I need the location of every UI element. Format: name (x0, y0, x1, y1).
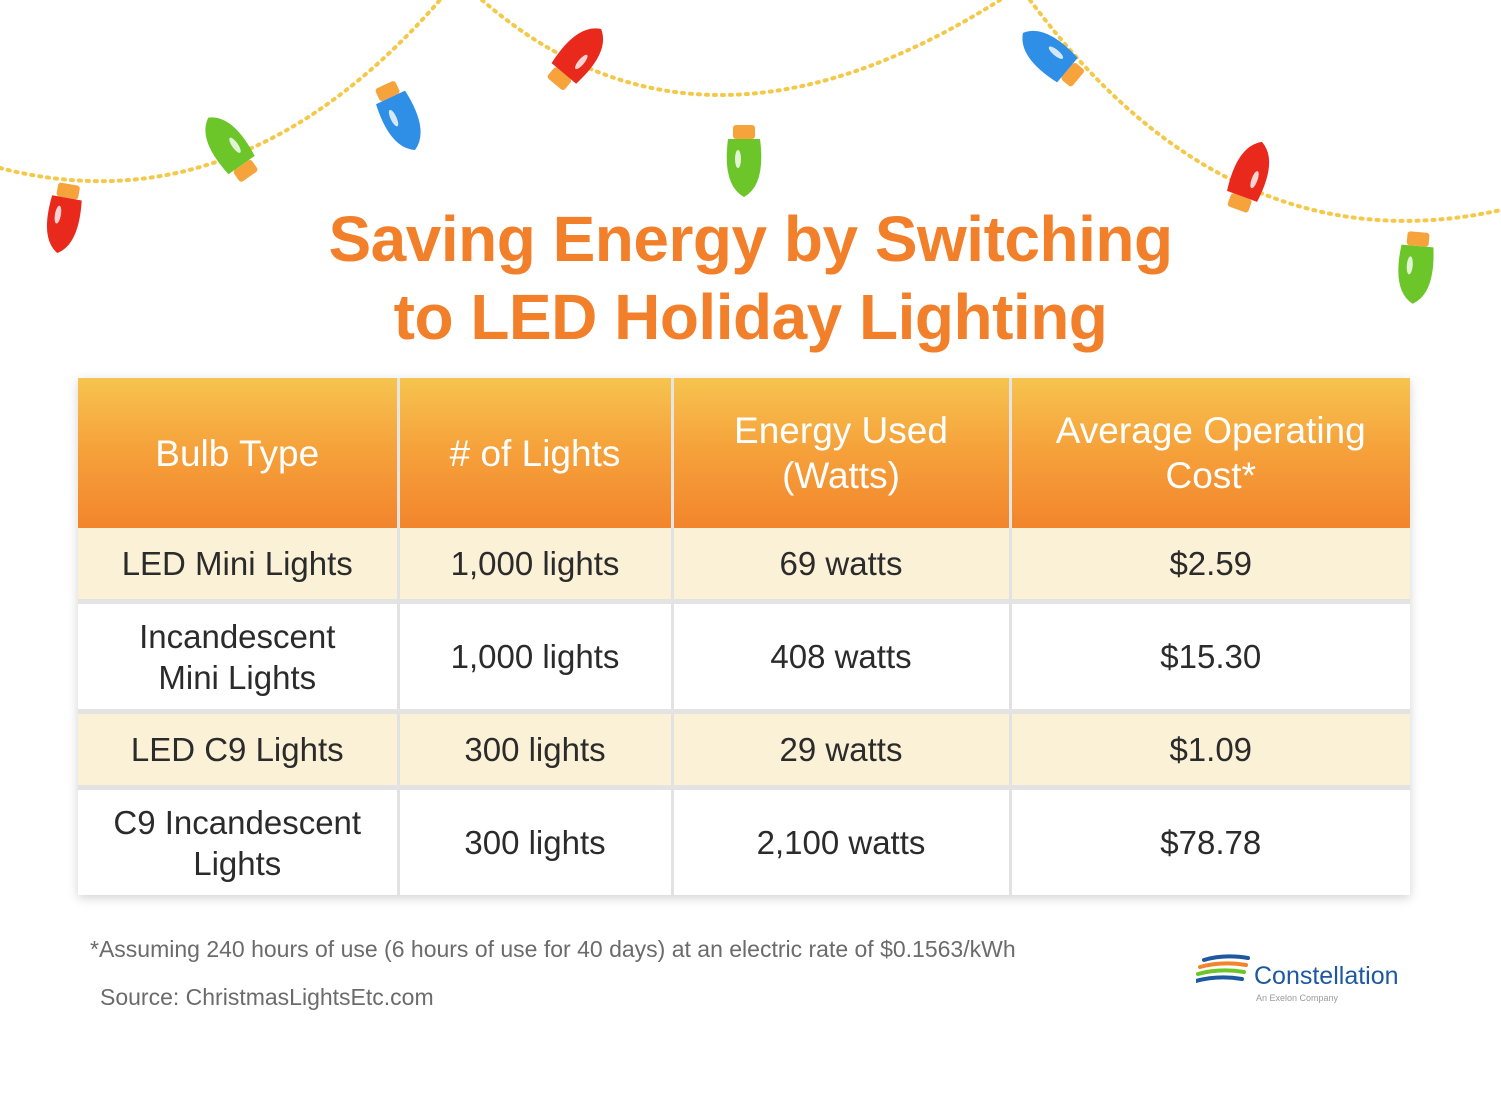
red-bulb-icon (46, 182, 82, 254)
cell-cost: $2.59 (1010, 528, 1410, 602)
cell-bulb-type-text: C9 Incandescent Lights (113, 803, 362, 882)
cell-lights: 300 lights (398, 785, 674, 895)
cell-energy: 29 watts (672, 709, 1012, 788)
cell-bulb-type-text: Incandescent Mini Lights (139, 617, 336, 696)
green-bulb-icon (726, 125, 762, 197)
blue-bulb-icon (1022, 30, 1084, 87)
green-bulb-icon (205, 117, 258, 182)
christmas-light-string-icon (0, 0, 1501, 304)
table-row: LED Mini Lights 1,000 lights 69 watts $2… (78, 528, 1410, 602)
header-bulb-type: Bulb Type (78, 378, 400, 528)
logo-name: Constellation (1254, 962, 1399, 990)
header-number-of-lights: # of Lights (398, 378, 674, 528)
table-header-row: Bulb Type # of Lights Energy Used (Watts… (78, 378, 1410, 528)
cell-bulb-type: Incandescent Mini Lights (78, 599, 400, 712)
cell-bulb-type: C9 Incandescent Lights (78, 785, 400, 895)
footnote: *Assuming 240 hours of use (6 hours of u… (90, 936, 1016, 962)
table-row: LED C9 Lights 300 lights 29 watts $1.09 (78, 709, 1410, 788)
page-title: Saving Energy by Switching to LED Holida… (0, 200, 1501, 356)
title-line-1: Saving Energy by Switching (328, 203, 1173, 275)
header-average-cost: Average Operating Cost* (1010, 378, 1410, 528)
cell-lights: 300 lights (398, 709, 674, 788)
table-row: C9 Incandescent Lights 300 lights 2,100 … (78, 785, 1410, 895)
comparison-table: Bulb Type # of Lights Energy Used (Watts… (78, 378, 1410, 895)
cell-cost: $1.09 (1010, 709, 1410, 788)
cell-cost: $15.30 (1010, 599, 1410, 712)
cell-bulb-type: LED C9 Lights (78, 709, 400, 788)
title-line-2: to LED Holiday Lighting (393, 281, 1108, 353)
table-row: Incandescent Mini Lights 1,000 lights 40… (78, 599, 1410, 712)
cell-energy: 69 watts (672, 528, 1012, 602)
source-credit: Source: ChristmasLightsEtc.com (100, 984, 434, 1010)
red-bulb-icon (547, 28, 604, 90)
cell-lights: 1,000 lights (398, 528, 674, 602)
header-energy-used: Energy Used (Watts) (672, 378, 1012, 528)
cell-energy: 2,100 watts (672, 785, 1012, 895)
constellation-swoosh-icon (1196, 954, 1250, 983)
cell-bulb-type: LED Mini Lights (78, 528, 400, 602)
cell-cost: $78.78 (1010, 785, 1410, 895)
logo-tagline: An Exelon Company (1256, 993, 1339, 1003)
red-bulb-icon (1227, 141, 1270, 213)
green-bulb-icon (1398, 231, 1434, 304)
constellation-logo: Constellation An Exelon Company (1196, 952, 1411, 1008)
cell-energy: 408 watts (672, 599, 1012, 712)
cell-lights: 1,000 lights (398, 599, 674, 712)
blue-bulb-icon (375, 81, 421, 151)
